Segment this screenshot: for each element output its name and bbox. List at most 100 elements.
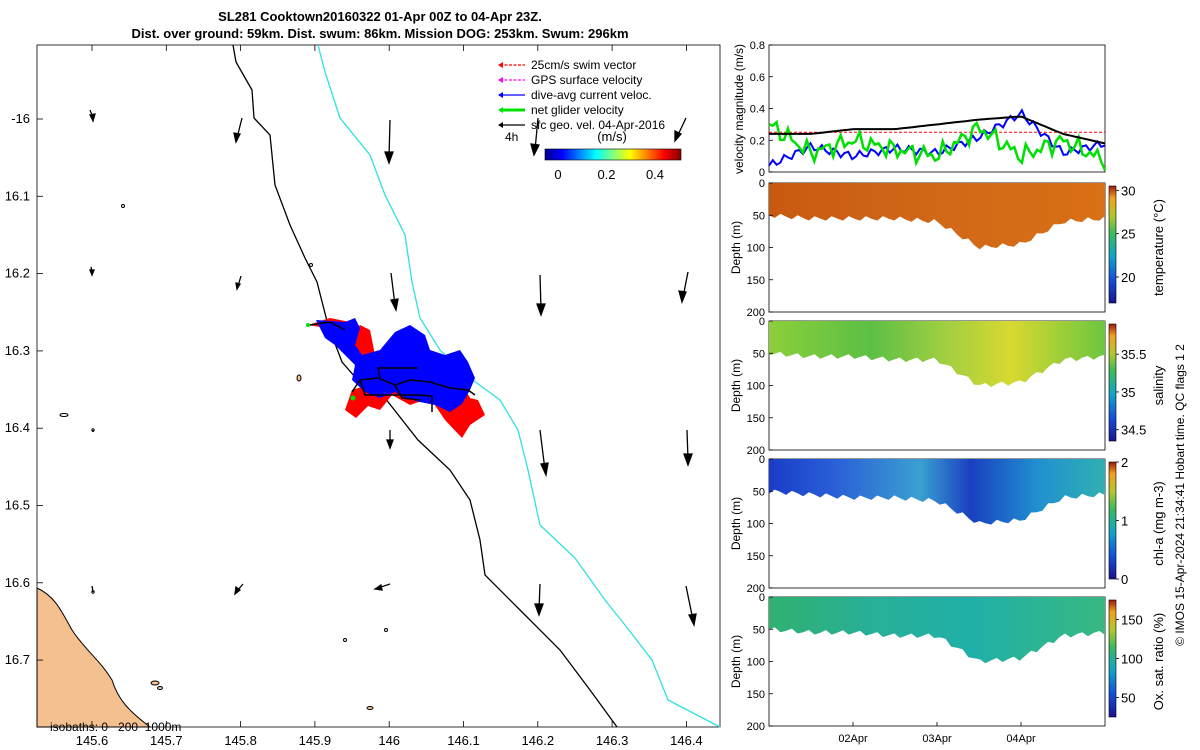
section-data-fill — [769, 321, 1105, 387]
velocity-series-line — [769, 115, 1106, 145]
map-y-tick-label: 16.1 — [5, 188, 30, 203]
velocity-arrow — [233, 117, 243, 144]
legend-label: 25cm/s swim vector — [531, 58, 636, 72]
date-tick-label: 03Apr — [922, 733, 952, 745]
speed-colorbar — [544, 148, 682, 161]
section-colorbar — [1108, 323, 1117, 442]
section-data-fill — [769, 597, 1105, 664]
colorbar-tick-label: 0.2 — [597, 167, 615, 182]
colorbar-title: (m/s) — [597, 129, 627, 144]
map-x-tick-label: 145.6 — [76, 733, 109, 748]
velocity-y-label: velocity magnitude (m/s) — [732, 44, 746, 174]
map-x-tick-label: 146.3 — [596, 733, 629, 748]
depth-tick-label: 150 — [747, 551, 765, 563]
depth-axis-label: Depth (m) — [729, 221, 743, 274]
velocity-arrow — [235, 275, 242, 291]
depth-axis-label: Depth (m) — [729, 497, 743, 550]
section-panel: 0 50 100 150 200 Depth (m) 34.5 35 35.5 salinity — [729, 316, 1166, 457]
map-y-axis: -16 16.1 16.2 16.3 16.4 16.5 16.6 16.7 — [5, 111, 43, 667]
colorbar-tick-label: 25 — [1121, 227, 1135, 242]
map-y-tick-label: 16.7 — [5, 652, 30, 667]
colorbar-tick-label: 34.5 — [1121, 423, 1146, 438]
isobaths-label: isobaths: 0 200 1000m — [50, 720, 181, 734]
credit-text: © IMOS 15-Apr-2024 21:34:41 Hobart time.… — [1173, 344, 1187, 646]
legend-label: sfc geo. vel. 04-Apr-2016 — [531, 118, 665, 132]
legend-label: net glider velocity — [531, 103, 624, 117]
legend-arrowhead — [498, 92, 503, 98]
reef — [150, 680, 160, 686]
map-x-tick-label: 145.8 — [224, 733, 257, 748]
section-data-fill — [769, 183, 1105, 250]
colorbar-tick-label: 0 — [554, 167, 561, 182]
map-x-tick-label: 145.7 — [150, 733, 183, 748]
velocity-arrow — [373, 583, 391, 591]
depth-tick-label: 100 — [747, 243, 765, 255]
velocity-arrow — [386, 430, 394, 450]
velocity-series-line — [768, 119, 1107, 171]
coastline-land — [36, 587, 152, 728]
track-start-marker — [306, 323, 310, 327]
colorbar-tick-label: 0.4 — [646, 167, 664, 182]
depth-tick-label: 200 — [747, 307, 765, 319]
velocity-panel: 0 0.2 0.4 0.6 0.8 velocity magnitude (m/s) — [732, 40, 1107, 179]
legend-label: GPS surface velocity — [531, 73, 642, 87]
colorbar-tick-label: 20 — [1121, 270, 1135, 285]
reef — [59, 413, 69, 417]
geostrophic-arrows — [89, 109, 697, 628]
velocity-arrow — [91, 585, 94, 593]
section-data-fill — [769, 459, 1105, 525]
section-panel: 0 50 100 150 200 Depth (m) 0 1 2 chl-a (mg m-3) — [729, 454, 1166, 595]
velocity-arrow — [234, 583, 244, 596]
velocity-y-tick-label: 0.4 — [750, 104, 765, 116]
depth-tick-label: 0 — [759, 316, 765, 328]
reef — [157, 686, 163, 690]
section-colorbar — [1108, 599, 1117, 718]
colorbar-tick-label: 2 — [1121, 455, 1128, 470]
date-tick-label: 04Apr — [1006, 733, 1036, 745]
map-y-tick-label: 16.5 — [5, 498, 30, 513]
colorbar-tick-label: 30 — [1121, 183, 1135, 198]
colorbar-tick-label: 35 — [1121, 385, 1135, 400]
date-tick-label: 02Apr — [838, 733, 868, 745]
velocity-y-tick-label: 0.6 — [750, 72, 765, 84]
depth-tick-label: 150 — [747, 275, 765, 287]
velocity-arrow — [683, 429, 693, 467]
reef — [384, 628, 388, 632]
colorbar-label: chl-a (mg m-3) — [1151, 481, 1166, 566]
velocity-arrow — [89, 109, 96, 123]
velocity-arrow — [530, 117, 540, 157]
depth-tick-label: 0 — [759, 454, 765, 466]
map-x-tick-label: 145.9 — [299, 733, 332, 748]
map-x-axis: 145.6 145.7 145.8 145.9 146 146.1 146.2 146.3 14… — [76, 45, 703, 748]
legend-arrowhead — [498, 62, 503, 68]
depth-tick-label: 100 — [747, 381, 765, 393]
reef — [121, 204, 125, 208]
velocity-series — [768, 108, 1107, 171]
colorbar-tick-label: 1 — [1121, 514, 1128, 529]
legend-arrowhead — [498, 122, 503, 128]
velocity-arrow — [89, 266, 95, 277]
glider-track — [309, 321, 476, 412]
velocity-arrow — [384, 119, 394, 165]
track-end-marker — [350, 395, 356, 401]
section-colorbar — [1108, 185, 1117, 304]
colorbar-tick-label: 150 — [1121, 613, 1143, 628]
depth-tick-label: 100 — [747, 519, 765, 531]
reef — [296, 374, 302, 382]
time-axis: 02Apr 03Apr 04Apr — [838, 722, 1036, 745]
depth-tick-label: 0 — [759, 178, 765, 190]
depth-axis-label: Depth (m) — [729, 635, 743, 688]
map-x-tick-label: 146.4 — [670, 733, 703, 748]
map-x-tick-label: 146 — [378, 733, 400, 748]
small-reefs — [59, 204, 388, 710]
depth-tick-label: 150 — [747, 413, 765, 425]
velocity-arrow — [390, 272, 399, 313]
colorbar-tick-label: 0 — [1121, 572, 1128, 587]
velocity-y-tick-label: 0.2 — [750, 135, 765, 147]
section-panel: 0 50 100 150 200 Depth (m) 20 25 30 temperature (… — [729, 178, 1166, 319]
reef — [366, 706, 374, 710]
depth-tick-label: 200 — [747, 445, 765, 457]
